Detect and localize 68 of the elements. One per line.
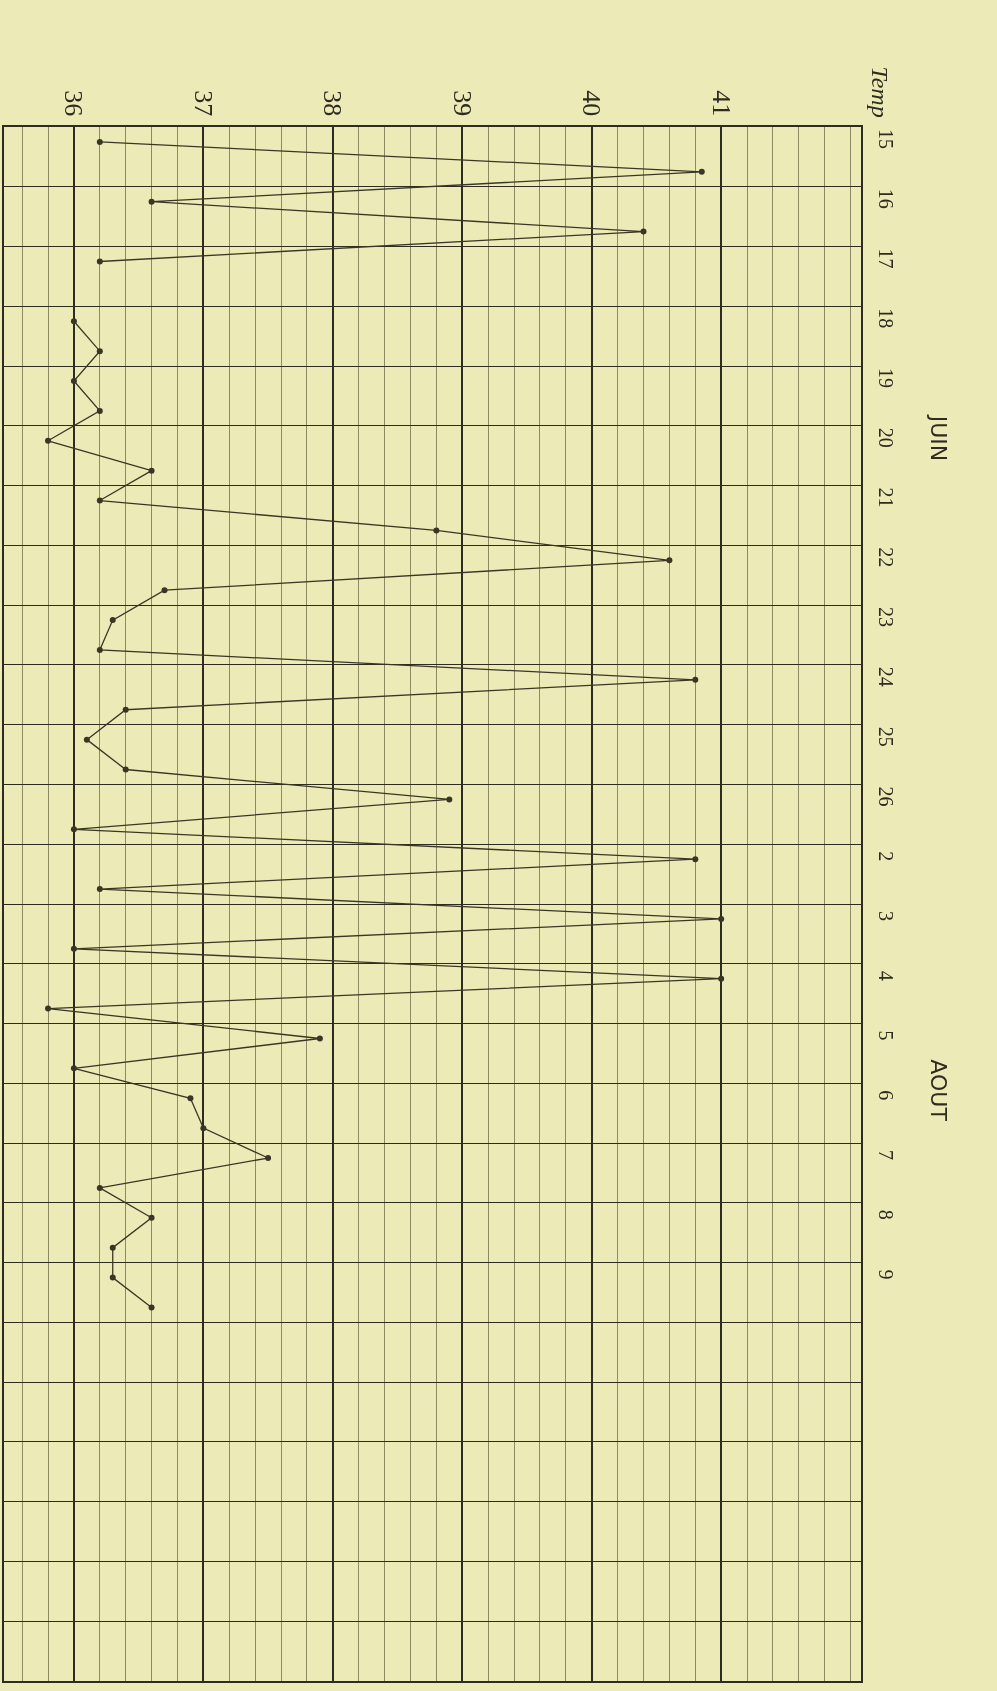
point bbox=[148, 198, 155, 205]
point bbox=[45, 1005, 52, 1012]
point bbox=[692, 676, 699, 683]
text: JUIN bbox=[925, 413, 951, 462]
y-tick-label: 18 bbox=[874, 308, 897, 329]
y-tick-label: 6 bbox=[874, 1090, 897, 1101]
point bbox=[718, 915, 725, 922]
point bbox=[70, 945, 77, 952]
y-tick-label: 7 bbox=[874, 1150, 897, 1161]
y-tick-label: 23 bbox=[874, 607, 897, 628]
point bbox=[316, 1035, 323, 1042]
point bbox=[45, 437, 52, 444]
point bbox=[148, 1214, 155, 1221]
point bbox=[96, 258, 103, 265]
point bbox=[96, 1184, 103, 1191]
y-tick-label: 5 bbox=[874, 1030, 897, 1041]
point bbox=[70, 826, 77, 833]
point bbox=[640, 228, 647, 235]
point bbox=[96, 407, 103, 414]
point bbox=[187, 1095, 194, 1102]
x-tick-label: 37 bbox=[188, 90, 218, 117]
point bbox=[70, 378, 77, 385]
point bbox=[109, 1274, 116, 1281]
x-tick-label: 40 bbox=[577, 90, 607, 117]
x-tick-label: 38 bbox=[318, 90, 348, 117]
point bbox=[122, 706, 129, 713]
y-tick-label: 17 bbox=[874, 248, 897, 269]
point bbox=[718, 975, 725, 982]
y-axis-title: Temp bbox=[866, 66, 893, 118]
point bbox=[698, 168, 705, 175]
point bbox=[148, 467, 155, 474]
y-tick-label: 20 bbox=[874, 427, 897, 448]
point bbox=[122, 766, 129, 773]
y-tick-label: 21 bbox=[874, 487, 897, 508]
point bbox=[148, 1304, 155, 1311]
x-tick-label: 39 bbox=[447, 90, 477, 117]
point bbox=[666, 557, 673, 564]
point bbox=[70, 1065, 77, 1072]
point bbox=[96, 497, 103, 504]
y-tick-label: 16 bbox=[874, 188, 897, 209]
point bbox=[70, 318, 77, 325]
y-tick-label: 22 bbox=[874, 547, 897, 568]
point bbox=[96, 646, 103, 653]
point bbox=[109, 1244, 116, 1251]
y-tick-label: 9 bbox=[874, 1269, 897, 1280]
point bbox=[96, 886, 103, 893]
point bbox=[433, 527, 440, 534]
point bbox=[265, 1155, 272, 1162]
point bbox=[161, 587, 168, 594]
point bbox=[109, 617, 116, 624]
y-tick-label: 19 bbox=[874, 368, 897, 389]
point bbox=[200, 1125, 207, 1132]
y-tick-label: 26 bbox=[874, 786, 897, 807]
y-tick-label: 25 bbox=[874, 726, 897, 747]
y-tick-label: 24 bbox=[874, 666, 897, 687]
y-tick-label: 4 bbox=[874, 970, 897, 981]
point bbox=[96, 138, 103, 145]
point bbox=[692, 856, 699, 863]
y-tick-label: 2 bbox=[874, 851, 897, 862]
y-tick-label: 3 bbox=[874, 910, 897, 921]
text: AOUT bbox=[925, 1059, 951, 1122]
point bbox=[446, 796, 453, 803]
x-tick-label: 36 bbox=[59, 90, 89, 117]
point bbox=[83, 736, 90, 743]
y-tick-label: 15 bbox=[874, 128, 897, 149]
x-tick-label: 41 bbox=[706, 90, 736, 117]
point bbox=[96, 348, 103, 355]
y-tick-label: 8 bbox=[874, 1209, 897, 1220]
